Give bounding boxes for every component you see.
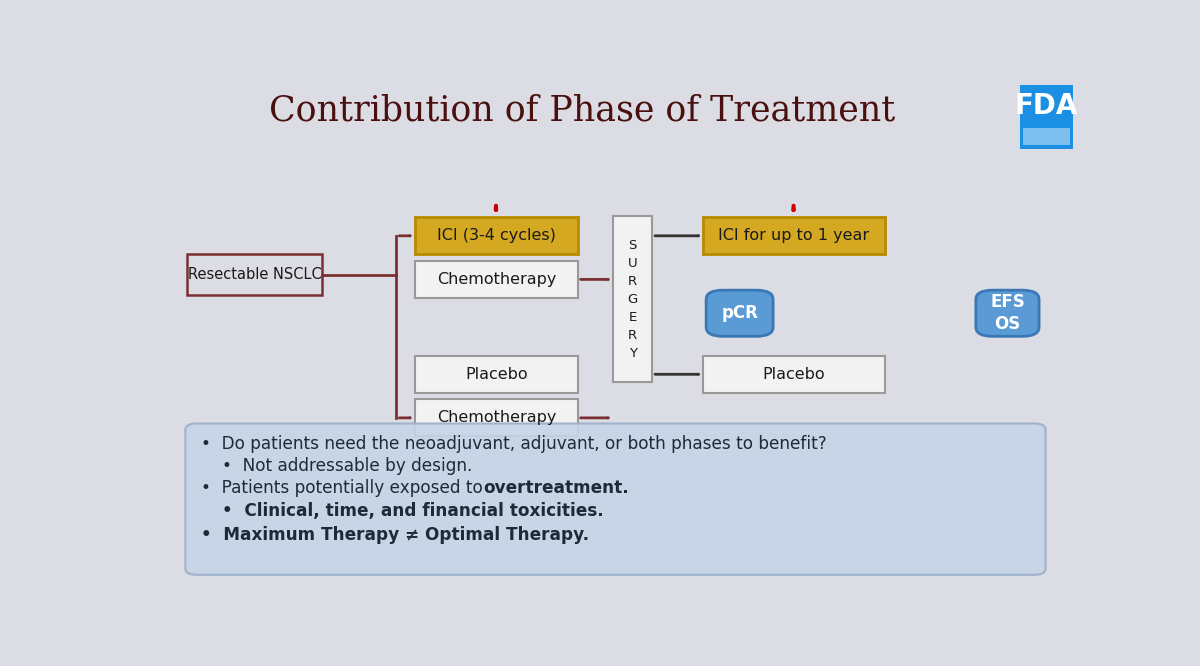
Text: ICI (3-4 cycles): ICI (3-4 cycles) bbox=[437, 228, 556, 243]
Text: Resectable NSCLC: Resectable NSCLC bbox=[187, 267, 322, 282]
Bar bbox=[415, 400, 578, 436]
Text: Chemotherapy: Chemotherapy bbox=[437, 272, 556, 287]
Bar bbox=[1024, 128, 1069, 145]
Text: FDA: FDA bbox=[1015, 91, 1079, 120]
Bar bbox=[1020, 85, 1074, 149]
Bar bbox=[415, 261, 578, 298]
Text: S
U
R
G
E
R
Y: S U R G E R Y bbox=[628, 238, 637, 360]
Text: •  Clinical, time, and financial toxicities.: • Clinical, time, and financial toxiciti… bbox=[222, 501, 604, 519]
Text: •  Patients potentially exposed to: • Patients potentially exposed to bbox=[202, 479, 488, 497]
Bar bbox=[415, 217, 578, 254]
Text: Contribution of Phase of Treatment: Contribution of Phase of Treatment bbox=[269, 94, 895, 128]
Text: Chemotherapy: Chemotherapy bbox=[437, 410, 556, 426]
Bar bbox=[703, 217, 884, 254]
Bar bbox=[415, 356, 578, 393]
Text: Placebo: Placebo bbox=[763, 367, 826, 382]
Text: •  Maximum Therapy ≠ Optimal Therapy.: • Maximum Therapy ≠ Optimal Therapy. bbox=[202, 526, 589, 544]
Bar bbox=[613, 216, 653, 382]
FancyBboxPatch shape bbox=[976, 290, 1039, 336]
Text: Placebo: Placebo bbox=[466, 367, 528, 382]
Text: •  Not addressable by design.: • Not addressable by design. bbox=[222, 457, 472, 475]
Text: ICI for up to 1 year: ICI for up to 1 year bbox=[719, 228, 870, 243]
FancyBboxPatch shape bbox=[706, 290, 773, 336]
Text: overtreatment.: overtreatment. bbox=[482, 479, 629, 497]
Text: •  Do patients need the neoadjuvant, adjuvant, or both phases to benefit?: • Do patients need the neoadjuvant, adju… bbox=[202, 435, 827, 453]
Text: EFS
OS: EFS OS bbox=[990, 293, 1025, 334]
Bar bbox=[187, 254, 322, 295]
FancyBboxPatch shape bbox=[185, 424, 1045, 575]
Text: pCR: pCR bbox=[721, 304, 758, 322]
Bar bbox=[703, 356, 884, 393]
